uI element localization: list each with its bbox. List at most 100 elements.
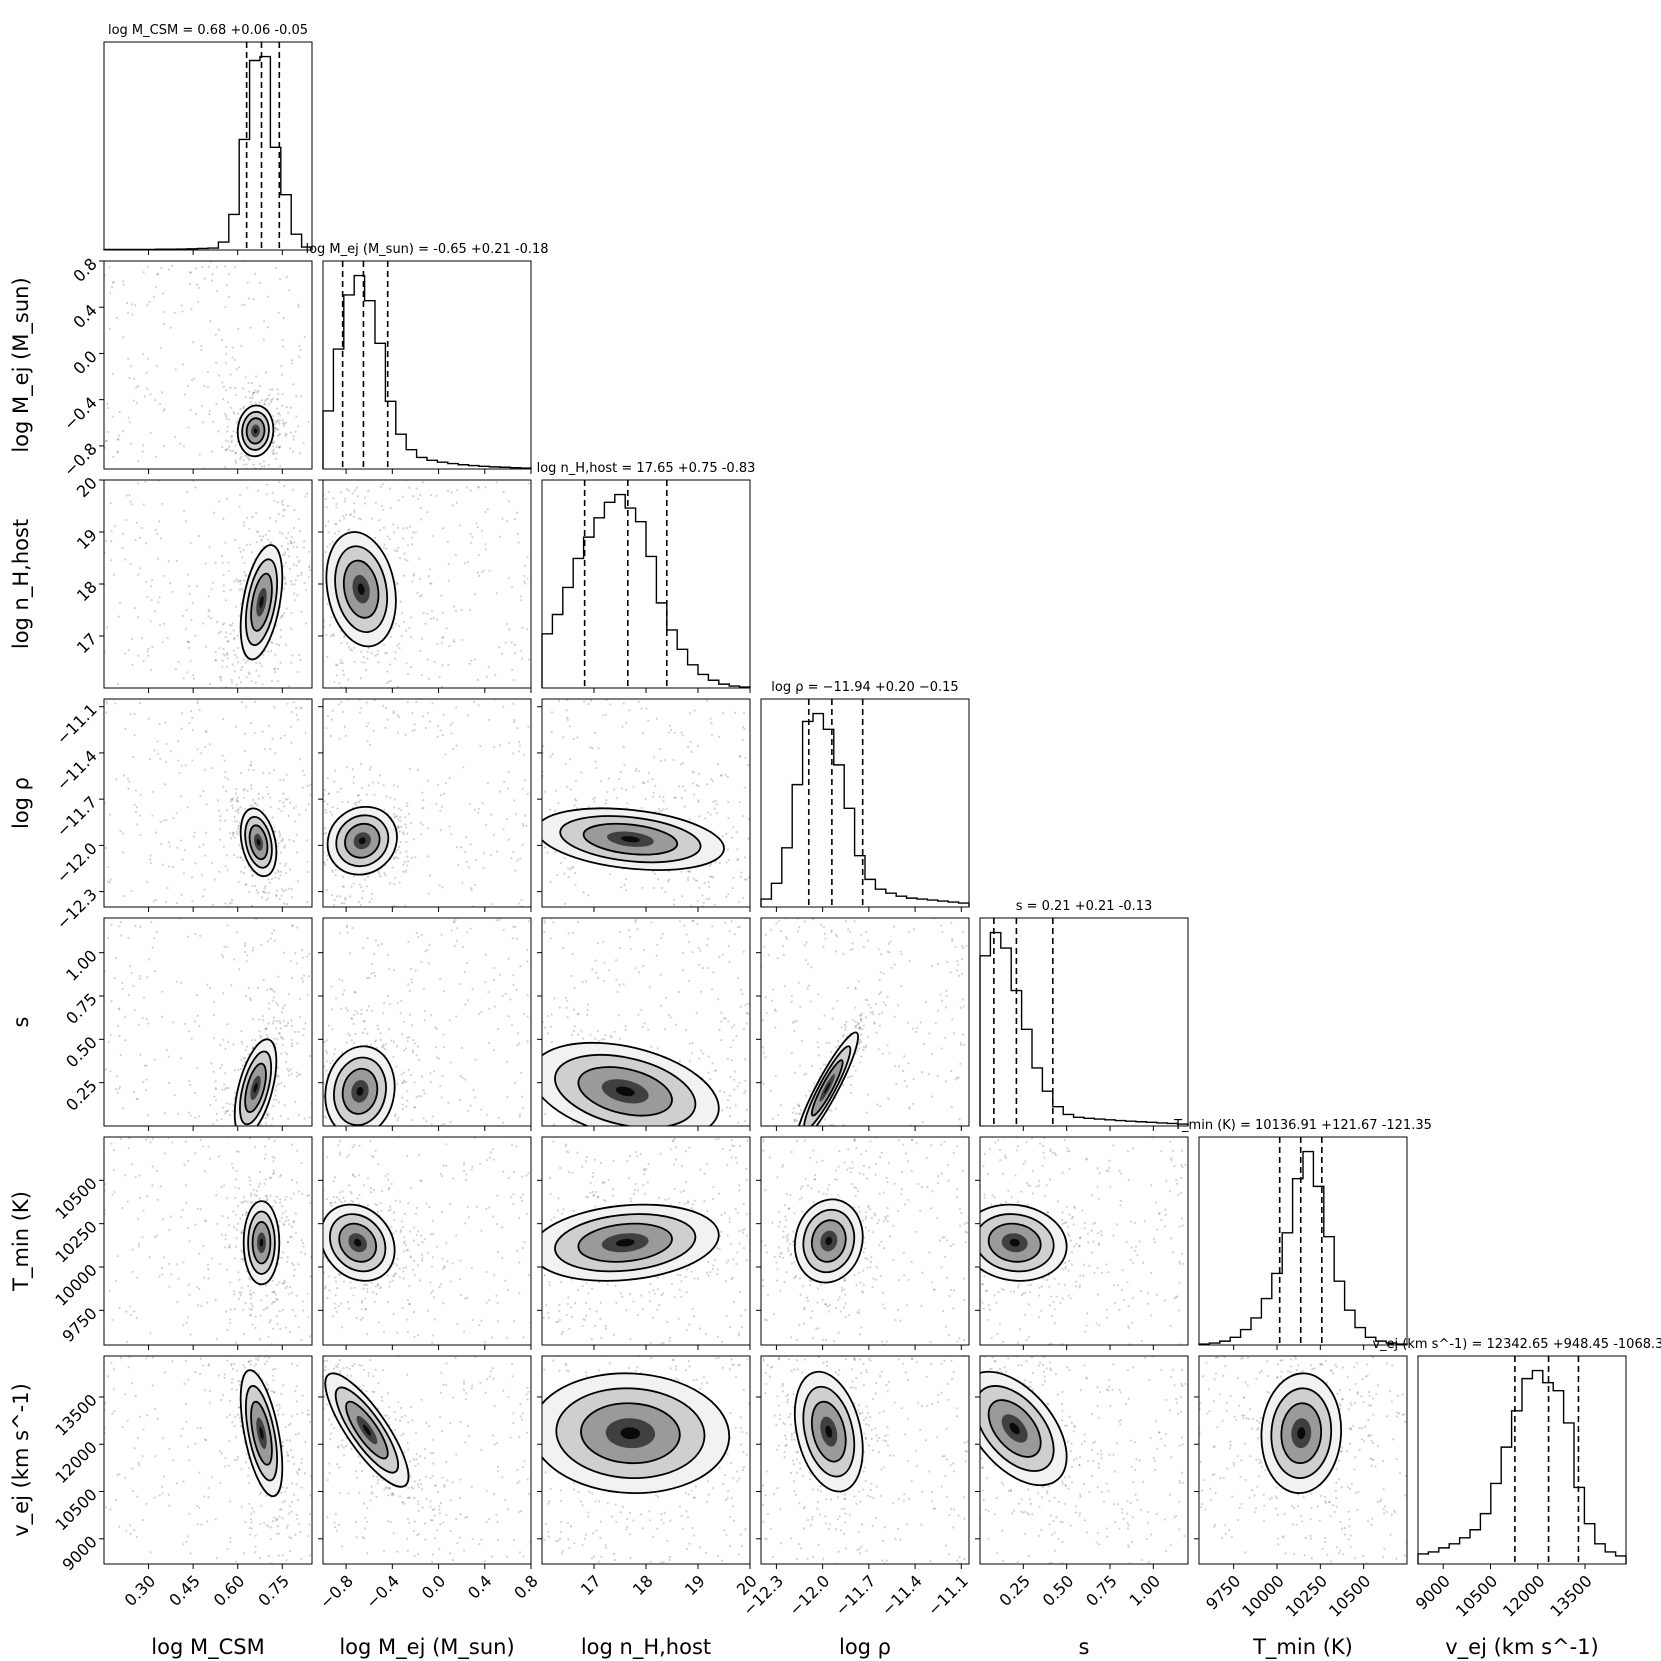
scatter-point xyxy=(273,830,276,833)
scatter-point xyxy=(399,851,402,854)
scatter-point xyxy=(237,1068,240,1071)
scatter-point xyxy=(362,946,365,949)
scatter-point xyxy=(287,814,291,818)
scatter-point xyxy=(329,543,332,546)
scatter-point xyxy=(382,1043,385,1046)
scatter-point xyxy=(294,430,297,433)
scatter-point xyxy=(485,858,487,860)
scatter-point xyxy=(127,357,130,360)
scatter-point xyxy=(153,399,157,402)
scatter-point xyxy=(300,573,303,577)
scatter-point xyxy=(664,890,667,894)
scatter-point xyxy=(249,400,252,404)
scatter-point xyxy=(691,1041,694,1045)
scatter-point xyxy=(218,675,221,678)
scatter-point xyxy=(280,1036,283,1039)
scatter-point xyxy=(558,1147,560,1149)
scatter-point xyxy=(377,870,380,873)
scatter-point xyxy=(236,820,239,823)
scatter-point xyxy=(257,489,260,492)
scatter-point xyxy=(270,541,273,544)
scatter-point xyxy=(325,1039,328,1042)
scatter-point xyxy=(712,971,715,974)
scatter-point xyxy=(282,514,285,517)
scatter-point xyxy=(711,925,714,928)
scatter-point xyxy=(244,883,248,886)
scatter-point xyxy=(382,784,385,787)
scatter-point xyxy=(247,381,250,385)
scatter-point xyxy=(225,415,228,418)
scatter-point xyxy=(402,1020,405,1023)
scatter-point xyxy=(420,933,423,937)
scatter-point xyxy=(296,670,299,674)
scatter-point xyxy=(187,1080,191,1083)
scatter-point xyxy=(341,1145,343,1147)
pair-panel-log_mcsm-log_nh_host xyxy=(104,480,312,688)
scatter-point xyxy=(275,445,278,448)
scatter-point xyxy=(442,1033,445,1036)
scatter-point xyxy=(234,1134,236,1136)
scatter-point xyxy=(272,1016,276,1019)
scatter-point xyxy=(591,968,594,971)
scatter-point xyxy=(295,805,298,808)
scatter-point xyxy=(306,901,309,904)
scatter-point xyxy=(392,784,396,787)
scatter-point xyxy=(112,455,115,458)
scatter-point xyxy=(231,346,234,349)
scatter-point xyxy=(769,1175,771,1177)
scatter-point xyxy=(357,517,361,520)
scatter-point xyxy=(660,1004,663,1007)
scatter-point xyxy=(231,356,234,359)
scatter-point xyxy=(276,1003,280,1007)
scatter-point xyxy=(394,549,397,552)
histogram-log_rho xyxy=(760,712,970,907)
scatter-point xyxy=(292,840,295,843)
scatter-point xyxy=(634,920,637,924)
scatter-point xyxy=(727,893,730,896)
scatter-point xyxy=(365,701,368,704)
scatter-point xyxy=(433,660,436,664)
scatter-point xyxy=(295,1071,299,1074)
scatter-point xyxy=(268,772,271,775)
scatter-point xyxy=(678,1059,681,1063)
scatter-point xyxy=(203,1187,205,1189)
scatter-point xyxy=(367,490,370,493)
scatter-point xyxy=(353,509,356,512)
scatter-point xyxy=(361,897,364,900)
scatter-point xyxy=(622,745,625,749)
scatter-point xyxy=(517,1032,520,1035)
scatter-point xyxy=(468,608,472,612)
scatter-point xyxy=(378,519,381,522)
scatter-point xyxy=(293,541,296,544)
scatter-point xyxy=(314,835,316,837)
scatter-point xyxy=(316,841,318,843)
scatter-point xyxy=(272,1098,275,1101)
histogram-log_mej xyxy=(322,274,532,469)
scatter-point xyxy=(222,584,225,587)
scatter-point xyxy=(726,848,730,851)
scatter-point xyxy=(705,944,709,947)
scatter-point xyxy=(284,1051,287,1054)
density-contour-4 xyxy=(253,428,258,434)
scatter-point xyxy=(231,797,234,800)
scatter-point xyxy=(234,451,237,454)
scatter-point xyxy=(287,531,290,534)
scatter-point xyxy=(272,1019,276,1023)
scatter-point xyxy=(274,893,278,896)
scatter-point xyxy=(290,896,293,899)
scatter-point xyxy=(149,620,152,623)
scatter-point xyxy=(300,571,303,574)
scatter-point xyxy=(401,1107,404,1111)
scatter-point xyxy=(116,438,120,441)
scatter-point xyxy=(250,680,253,683)
scatter-point xyxy=(488,871,490,873)
scatter-point xyxy=(234,538,237,541)
scatter-point xyxy=(258,662,261,665)
scatter-point xyxy=(159,757,162,760)
scatter-point xyxy=(695,879,699,882)
scatter-point xyxy=(187,935,190,938)
scatter-point xyxy=(301,769,304,772)
scatter-point xyxy=(306,784,309,788)
scatter-point xyxy=(414,531,417,534)
scatter-point xyxy=(439,829,442,832)
